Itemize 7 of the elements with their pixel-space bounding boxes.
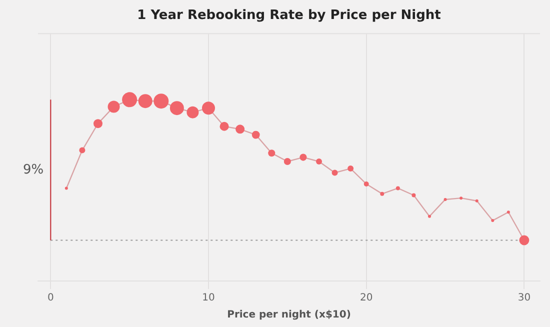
chart-title: 1 Year Rebooking Rate by Price per Night	[137, 8, 441, 24]
annotation: 9%	[23, 162, 44, 178]
x-axis-title: Price per night (x$10)	[227, 310, 351, 321]
x-tick-label: 10	[202, 292, 215, 304]
x-tick-label: 30	[518, 292, 531, 304]
x-tick-label: 0	[47, 292, 54, 304]
x-tick-label: 20	[360, 292, 373, 304]
